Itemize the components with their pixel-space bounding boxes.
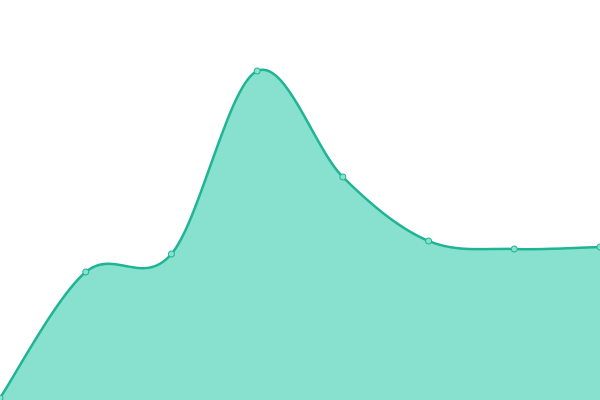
point (510, 245, 518, 253)
point (425, 237, 433, 245)
area (0, 69, 600, 400)
point (0, 394, 4, 400)
point (253, 67, 261, 75)
point (82, 268, 90, 276)
point (167, 250, 175, 258)
point (596, 243, 600, 251)
point (339, 173, 347, 181)
